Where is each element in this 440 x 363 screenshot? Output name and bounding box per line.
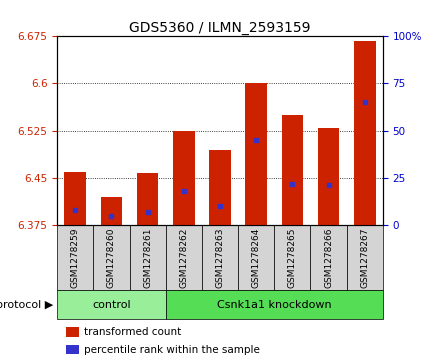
Bar xyxy=(173,131,194,225)
Bar xyxy=(282,115,303,225)
Text: GSM1278261: GSM1278261 xyxy=(143,228,152,288)
Text: transformed count: transformed count xyxy=(84,327,182,337)
Text: GSM1278265: GSM1278265 xyxy=(288,228,297,288)
Text: protocol ▶: protocol ▶ xyxy=(0,300,53,310)
Text: control: control xyxy=(92,300,131,310)
Text: percentile rank within the sample: percentile rank within the sample xyxy=(84,344,260,355)
Text: GSM1278259: GSM1278259 xyxy=(71,228,80,288)
Bar xyxy=(57,290,166,319)
Bar xyxy=(64,172,86,225)
Text: GSM1278263: GSM1278263 xyxy=(216,228,224,288)
Bar xyxy=(57,225,93,290)
Bar xyxy=(137,173,158,225)
Text: GSM1278262: GSM1278262 xyxy=(180,228,188,288)
Text: GSM1278266: GSM1278266 xyxy=(324,228,333,288)
Bar xyxy=(238,225,274,290)
Bar xyxy=(274,225,311,290)
Bar xyxy=(166,290,383,319)
Bar xyxy=(354,41,376,225)
Bar xyxy=(246,83,267,225)
Title: GDS5360 / ILMN_2593159: GDS5360 / ILMN_2593159 xyxy=(129,21,311,35)
Text: Csnk1a1 knockdown: Csnk1a1 knockdown xyxy=(217,300,332,310)
Bar xyxy=(101,197,122,225)
Text: GSM1278260: GSM1278260 xyxy=(107,228,116,288)
Text: GSM1278264: GSM1278264 xyxy=(252,228,260,288)
Bar xyxy=(66,327,79,337)
Bar xyxy=(209,150,231,225)
Bar xyxy=(311,225,347,290)
Bar xyxy=(129,225,166,290)
Bar xyxy=(166,225,202,290)
Bar xyxy=(318,127,339,225)
Bar xyxy=(202,225,238,290)
Bar xyxy=(347,225,383,290)
Bar xyxy=(66,345,79,354)
Bar xyxy=(93,225,129,290)
Text: GSM1278267: GSM1278267 xyxy=(360,228,369,288)
